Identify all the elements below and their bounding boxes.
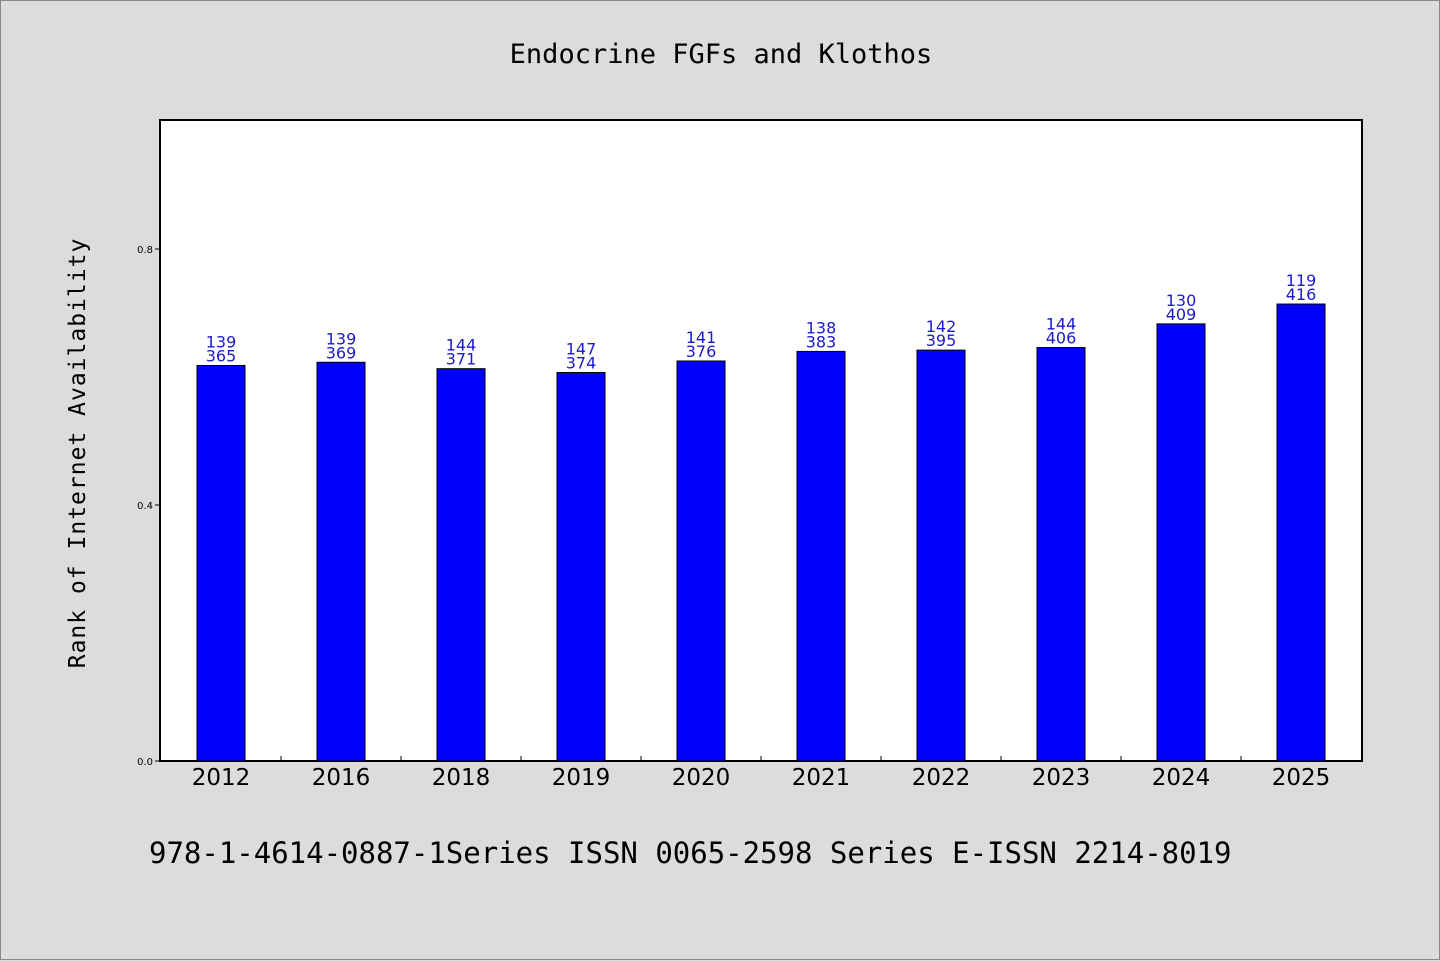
x-tick-label: 2020 <box>672 765 731 791</box>
x-tick-label: 2019 <box>552 765 611 791</box>
x-tick-label: 2016 <box>312 765 371 791</box>
bar <box>556 372 606 762</box>
bar-label-bottom: 395 <box>926 331 957 350</box>
bar-label-top: 130 <box>1166 291 1197 310</box>
bar-label-top: 139 <box>326 329 357 348</box>
bar <box>1036 347 1086 762</box>
bar-label-bottom: 374 <box>566 354 597 373</box>
bar-label-top: 142 <box>926 317 957 336</box>
bar <box>916 349 966 762</box>
x-tick-label: 2025 <box>1272 765 1331 791</box>
bar-label-bottom: 376 <box>686 342 717 361</box>
bar-series <box>196 303 1326 762</box>
y-axis-label: Rank of Internet Availability <box>65 238 91 669</box>
bar-label-bottom: 409 <box>1166 305 1197 324</box>
x-tick-label: 2024 <box>1152 765 1211 791</box>
bar <box>1276 303 1326 762</box>
x-tick-label: 2022 <box>912 765 971 791</box>
y-tick-label: 0.8 <box>137 245 153 256</box>
bar-label-bottom: 416 <box>1286 285 1317 304</box>
x-tick-label: 2023 <box>1032 765 1091 791</box>
bar <box>436 368 486 762</box>
bar-label-top: 139 <box>206 332 237 351</box>
bar-label-top: 119 <box>1286 271 1317 290</box>
bar-label-bottom: 406 <box>1046 329 1077 348</box>
bar-label-bottom: 371 <box>446 350 477 369</box>
bar-label-top: 141 <box>686 328 717 347</box>
bar <box>316 361 366 762</box>
bar-label-top: 144 <box>446 336 477 355</box>
bar-label-top: 147 <box>566 340 597 359</box>
bar-label-bottom: 365 <box>206 346 237 365</box>
bar <box>796 350 846 762</box>
chart-title: Endocrine FGFs and Klothos <box>510 39 933 70</box>
y-tick-label: 0.0 <box>137 757 153 768</box>
bar <box>1156 323 1206 762</box>
y-axis: 0.0 0.4 0.8 <box>137 245 161 768</box>
bar <box>676 360 726 762</box>
bar-label-bottom: 383 <box>806 332 837 351</box>
bar-label-bottom: 369 <box>326 343 357 362</box>
x-tick-label: 2021 <box>792 765 851 791</box>
x-axis: 2012 2016 2018 2019 2020 2021 2022 2023 2024 2025 <box>192 756 1331 791</box>
x-tick-label: 2012 <box>192 765 251 791</box>
bar-label-top: 144 <box>1046 315 1077 334</box>
bar <box>196 364 246 762</box>
y-tick-label: 0.4 <box>137 501 153 512</box>
footer-issn-text: 978-1-4614-0887-1Series ISSN 0065-2598 S… <box>149 836 1232 870</box>
bar-label-top: 138 <box>806 318 837 337</box>
x-tick-label: 2018 <box>432 765 491 791</box>
